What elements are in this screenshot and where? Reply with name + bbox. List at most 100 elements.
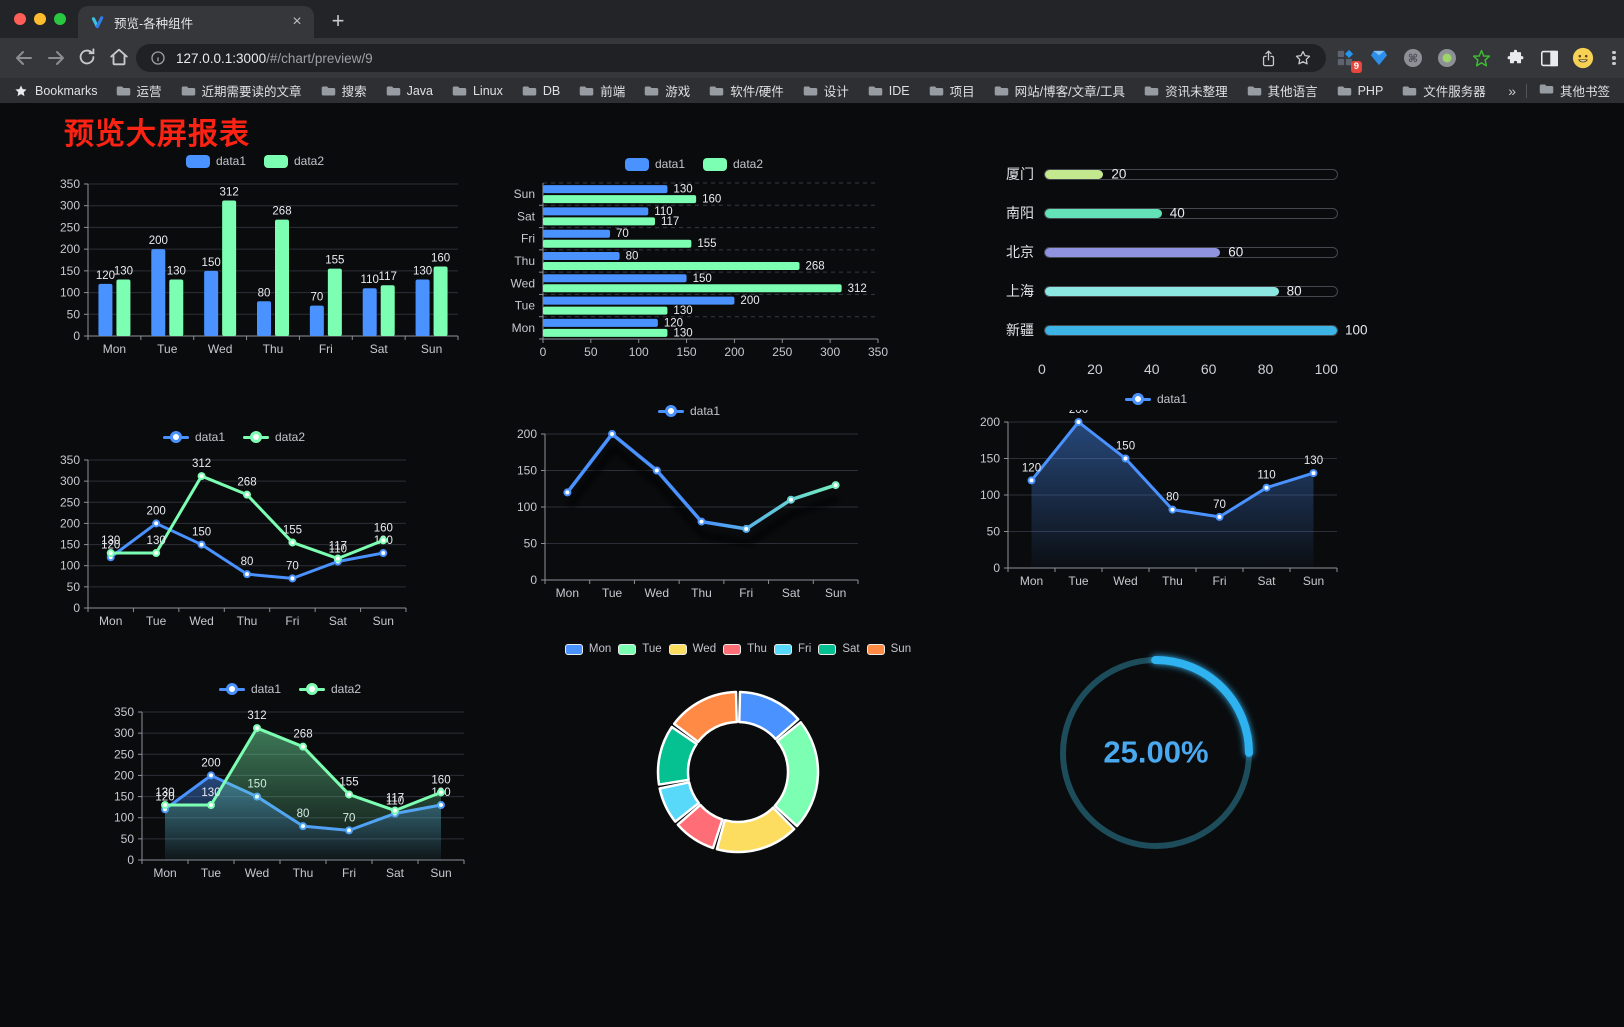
svg-text:⌘: ⌘ (1408, 53, 1418, 65)
legend-item[interactable]: data2 (703, 157, 763, 171)
new-tab-button[interactable]: + (331, 8, 345, 33)
reload-icon[interactable] (76, 46, 100, 70)
legend-item[interactable]: data1 (185, 154, 246, 168)
bookmark-folder[interactable]: 资讯未整理 (1144, 81, 1228, 100)
svg-text:312: 312 (848, 283, 867, 295)
bookmark-folder[interactable]: 设计 (803, 81, 849, 100)
browser-menu-icon[interactable] (1606, 50, 1622, 66)
other-bookmarks-folder[interactable]: 其他书签 (1539, 81, 1610, 100)
svg-text:350: 350 (868, 345, 888, 359)
chart-legend: Mon Tue Wed Thu Fri Sat Sun (552, 640, 924, 658)
svg-text:150: 150 (192, 527, 211, 539)
bookmark-folder[interactable]: IDE (868, 84, 910, 98)
svg-text:200: 200 (60, 242, 80, 256)
legend-item[interactable]: data2 (264, 154, 324, 168)
legend-item[interactable]: data1 (162, 430, 225, 444)
extension-gem-icon[interactable] (1368, 47, 1390, 69)
bookmark-folder[interactable]: 网站/博客/文章/工具 (994, 81, 1125, 100)
legend-item[interactable]: Mon (564, 643, 611, 655)
bookmark-folder[interactable]: 运营 (116, 81, 162, 100)
legend-item[interactable]: Fri (773, 643, 811, 655)
chart-line-gradient[interactable]: data1 0 50 100 150 200 Mon Tue Wed Thu Fri Sat Sun (508, 402, 870, 608)
svg-text:150: 150 (114, 790, 134, 804)
url-bar[interactable]: 127.0.0.1:3000/#/chart/preview/9 (136, 44, 1326, 72)
svg-text:Sat: Sat (1257, 574, 1276, 588)
legend-item[interactable]: data1 (1124, 392, 1187, 406)
site-info-icon[interactable] (150, 50, 166, 66)
svg-text:130: 130 (101, 535, 120, 547)
bookmark-folder[interactable]: Linux (452, 84, 503, 98)
bookmark-folder[interactable]: 搜索 (321, 81, 367, 100)
progress-fill (1045, 325, 1337, 335)
traffic-light-minimize[interactable] (34, 13, 46, 25)
chart-progress-bars[interactable]: 厦门 20 南阳 40 北京 60 上海 80 新疆 100 0 20 40 60 80 100 (992, 160, 1368, 388)
tab-close-button[interactable]: × (292, 13, 302, 30)
side-panel-icon[interactable] (1538, 47, 1560, 69)
extension-grid-icon[interactable]: 9 (1334, 47, 1362, 73)
legend-item[interactable]: data2 (243, 430, 305, 444)
legend-item[interactable]: Tue (618, 643, 662, 655)
chart-grouped-bar[interactable]: data1 data2 0 50 100 150 200 250 300 350 Mon Tue Wed… (42, 152, 468, 364)
bookmark-folder[interactable]: PHP (1337, 84, 1383, 98)
browser-tab[interactable]: 预览-各种组件 × (78, 6, 314, 38)
svg-text:Mon: Mon (103, 342, 126, 356)
svg-text:120: 120 (664, 317, 683, 329)
bookmark-folder[interactable]: 近期需要读的文章 (181, 81, 302, 100)
legend-item[interactable]: Sat (818, 643, 860, 655)
bookmark-star-icon[interactable] (1294, 49, 1312, 67)
svg-text:Tue: Tue (146, 614, 167, 628)
svg-text:200: 200 (149, 235, 168, 247)
legend-item[interactable]: Wed (668, 643, 716, 655)
progress-fill (1045, 208, 1162, 218)
puzzle-extensions-icon[interactable] (1504, 47, 1526, 69)
traffic-light-close[interactable] (14, 13, 26, 25)
legend-item[interactable]: Thu (723, 643, 767, 655)
bookmark-folder[interactable]: DB (522, 84, 560, 98)
bookmark-folder[interactable]: 项目 (929, 81, 975, 100)
extension-green-star-icon[interactable] (1470, 47, 1492, 69)
home-icon[interactable] (108, 46, 132, 70)
chart-donut[interactable]: Mon Tue Wed Thu Fri Sat Sun (552, 640, 924, 882)
bookmarks-star-icon (15, 84, 27, 96)
svg-text:100: 100 (980, 488, 1000, 502)
svg-text:Wed: Wed (1113, 574, 1137, 588)
chart-line-multi-area[interactable]: data1 data2 0 50 100 150 200 250 300 350 Mon Tue Wed… (103, 680, 477, 888)
svg-text:Sat: Sat (386, 866, 405, 880)
bookmark-folder[interactable]: 软件/硬件 (709, 81, 784, 100)
legend-item[interactable]: data1 (657, 404, 720, 418)
extension-circle-command-icon[interactable]: ⌘ (1402, 47, 1424, 69)
bookmark-folder[interactable]: 文件服务器 (1402, 81, 1486, 100)
bookmark-folder[interactable]: 前端 (579, 81, 625, 100)
chart-gauge-progress[interactable]: 25.00% (1048, 645, 1264, 861)
forward-icon[interactable] (44, 46, 68, 70)
profile-avatar[interactable] (1572, 47, 1594, 69)
legend-item[interactable]: data1 (218, 682, 281, 696)
svg-text:350: 350 (60, 177, 80, 191)
progress-track: 20 (1044, 166, 1338, 182)
svg-text:Sun: Sun (373, 614, 394, 628)
chart-horizontal-bar[interactable]: data1 data2 0 50 100 150 200 250 300 350 Mon 120 130… (498, 155, 890, 365)
svg-text:200: 200 (980, 415, 1000, 429)
bookmarks-overflow-chevron[interactable]: » (1508, 82, 1516, 99)
traffic-light-maximize[interactable] (54, 13, 66, 25)
svg-text:150: 150 (60, 538, 80, 552)
bookmarks-root[interactable]: Bookmarks (14, 84, 98, 98)
back-icon[interactable] (12, 46, 36, 70)
legend-item[interactable]: data1 (624, 157, 685, 171)
bookmark-folder[interactable]: 其他语言 (1247, 81, 1318, 100)
progress-value: 20 (1111, 166, 1127, 182)
page-title: 预览大屏报表 (64, 118, 250, 151)
svg-text:Fri: Fri (285, 614, 299, 628)
url-path: /#/chart/preview/9 (266, 50, 373, 66)
share-icon[interactable] (1260, 49, 1277, 68)
folder-icon (580, 86, 594, 95)
extension-green-dot-icon[interactable] (1436, 47, 1458, 69)
bookmark-folder[interactable]: 游戏 (644, 81, 690, 100)
folder-icon (710, 86, 724, 95)
chart-line-basic[interactable]: data1 data2 0 50 100 150 200 250 300 350 Mon Tue Wed… (48, 428, 420, 636)
chart-line-area[interactable]: data1 0 50 100 150 200 Mon Tue Wed Thu Fri Sat Sun 12… (966, 390, 1346, 596)
bookmark-folder[interactable]: Java (386, 84, 433, 98)
svg-text:150: 150 (517, 464, 537, 478)
legend-item[interactable]: data2 (299, 682, 361, 696)
legend-item[interactable]: Sun (866, 643, 911, 655)
